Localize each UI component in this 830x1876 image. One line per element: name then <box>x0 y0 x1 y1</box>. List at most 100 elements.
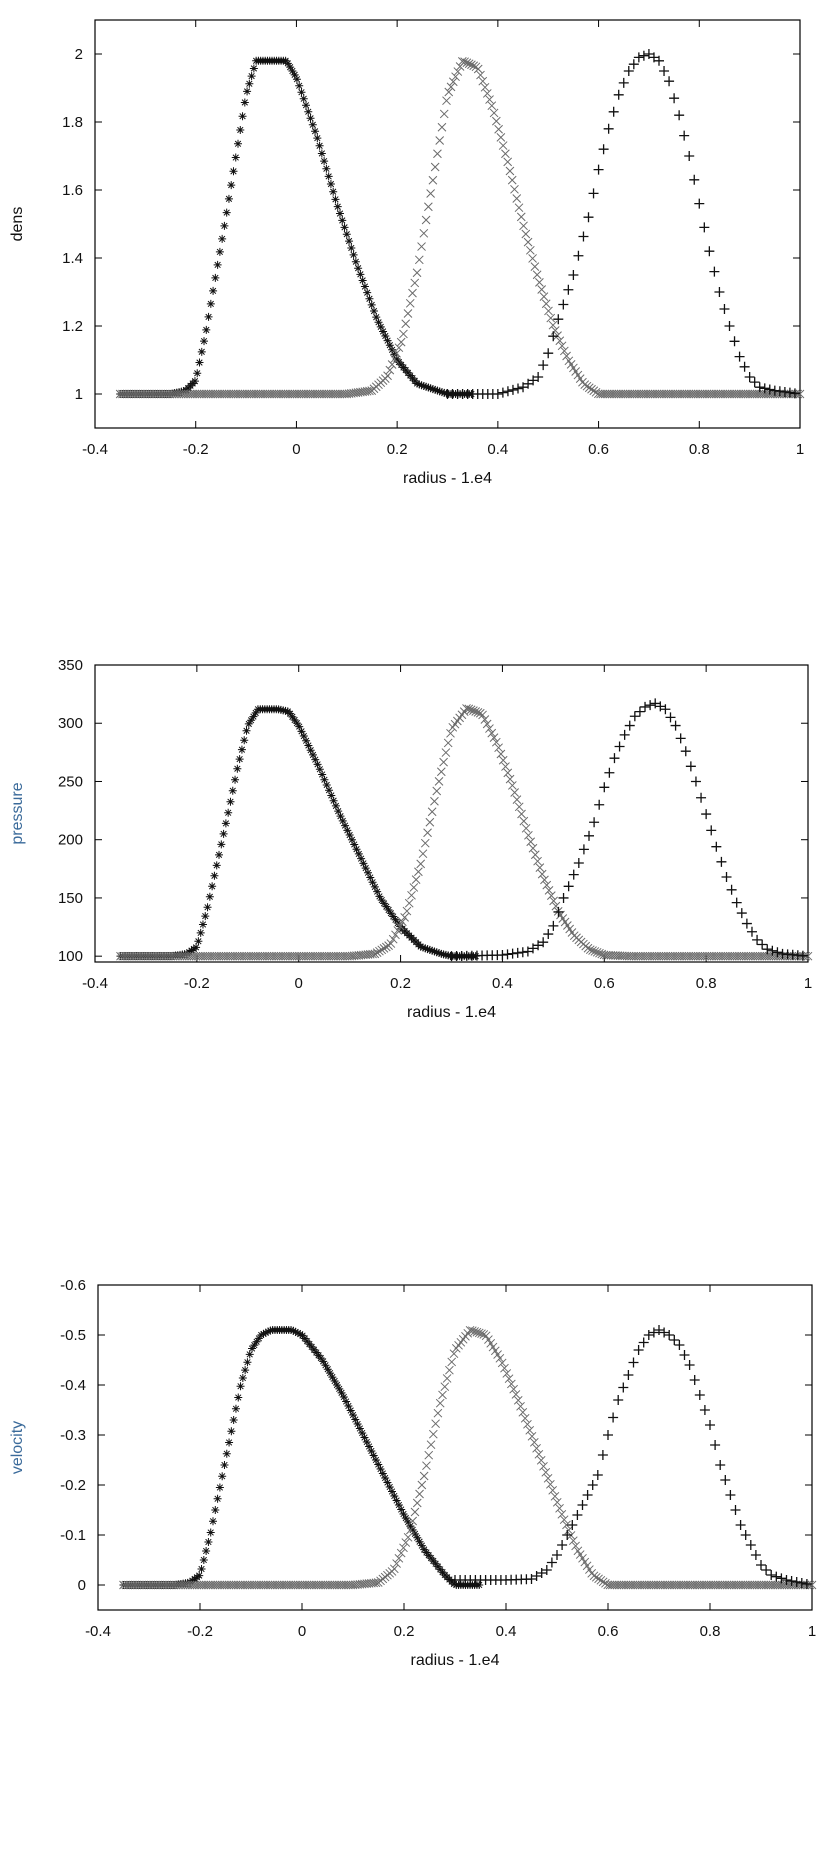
data-point <box>801 1579 812 1589</box>
data-point <box>591 1572 601 1582</box>
data-point <box>328 389 338 399</box>
data-point <box>628 59 639 70</box>
data-point <box>116 951 125 961</box>
data-point <box>332 1380 341 1389</box>
data-point <box>282 1580 291 1590</box>
data-point <box>274 951 283 961</box>
data-point <box>709 389 719 399</box>
data-point <box>493 1350 502 1359</box>
data-point <box>516 212 526 222</box>
x-tick-label: 0.2 <box>387 441 408 458</box>
data-point <box>226 951 235 961</box>
data-point <box>232 951 242 961</box>
data-point <box>199 1580 209 1590</box>
data-point <box>394 1553 404 1563</box>
data-point <box>696 792 707 803</box>
data-point <box>338 816 347 825</box>
data-point <box>558 299 569 310</box>
data-point <box>327 1580 337 1590</box>
data-point <box>311 127 320 136</box>
plot-frame <box>94 19 801 429</box>
data-point <box>669 1580 679 1590</box>
data-point <box>405 298 415 308</box>
data-point <box>276 389 286 399</box>
data-point <box>691 951 701 961</box>
data-point <box>497 1358 507 1368</box>
data-point <box>755 951 765 961</box>
data-point <box>667 1580 677 1590</box>
data-point <box>635 1580 645 1590</box>
data-point <box>763 389 773 399</box>
data-point <box>600 389 610 399</box>
data-point <box>351 257 360 266</box>
data-point <box>517 947 528 958</box>
data-point <box>180 951 189 961</box>
data-point <box>399 329 408 339</box>
data-point <box>409 883 419 892</box>
data-point <box>638 951 648 961</box>
data-point <box>287 1326 296 1334</box>
data-point <box>244 951 254 961</box>
data-point <box>403 309 413 318</box>
data-point <box>346 1406 355 1415</box>
data-point <box>643 1330 654 1340</box>
data-point <box>302 1580 312 1590</box>
data-point <box>187 951 196 961</box>
data-point <box>187 1580 197 1590</box>
data-point <box>401 1538 411 1547</box>
data-point <box>781 1575 792 1585</box>
x-tick-label: 0.6 <box>594 975 615 992</box>
data-point <box>578 844 589 855</box>
data-point <box>773 1580 782 1590</box>
data-point <box>449 1580 458 1588</box>
data-point <box>462 58 472 68</box>
data-point <box>669 1335 680 1345</box>
data-point <box>728 951 737 961</box>
data-point <box>693 951 703 961</box>
data-point <box>428 175 438 185</box>
data-point <box>165 389 175 399</box>
data-point <box>753 951 762 961</box>
data-point <box>719 304 730 314</box>
data-point <box>175 951 185 961</box>
data-point <box>624 720 635 731</box>
data-point <box>528 375 539 386</box>
data-point <box>571 1541 580 1551</box>
data-point <box>661 389 671 399</box>
data-point <box>320 951 329 961</box>
data-point <box>714 951 723 961</box>
data-point <box>140 389 150 399</box>
data-point <box>321 1361 330 1370</box>
data-point <box>289 1326 298 1335</box>
data-point <box>749 377 760 388</box>
data-point <box>386 909 395 918</box>
data-point <box>341 821 350 830</box>
data-point <box>231 1580 241 1590</box>
data-point <box>654 1325 664 1335</box>
data-point <box>190 377 199 386</box>
data-point <box>331 801 340 810</box>
data-point <box>161 951 171 961</box>
data-point <box>464 704 474 714</box>
data-point <box>357 854 366 863</box>
data-point <box>184 951 194 961</box>
data-point <box>308 120 317 129</box>
data-point <box>573 858 584 868</box>
data-point <box>377 945 387 955</box>
data-point <box>460 57 469 67</box>
data-point <box>213 260 222 269</box>
data-point <box>643 951 652 961</box>
data-point <box>689 389 698 399</box>
data-point <box>690 1580 700 1590</box>
data-point <box>582 1561 592 1571</box>
data-point <box>665 1580 675 1590</box>
data-point <box>313 760 322 769</box>
data-point <box>442 96 451 106</box>
data-point <box>743 389 753 399</box>
data-point <box>582 381 592 391</box>
data-point <box>617 1580 626 1590</box>
data-point <box>548 1485 558 1495</box>
data-point <box>430 162 440 172</box>
data-point <box>650 698 661 709</box>
data-point <box>326 180 335 189</box>
